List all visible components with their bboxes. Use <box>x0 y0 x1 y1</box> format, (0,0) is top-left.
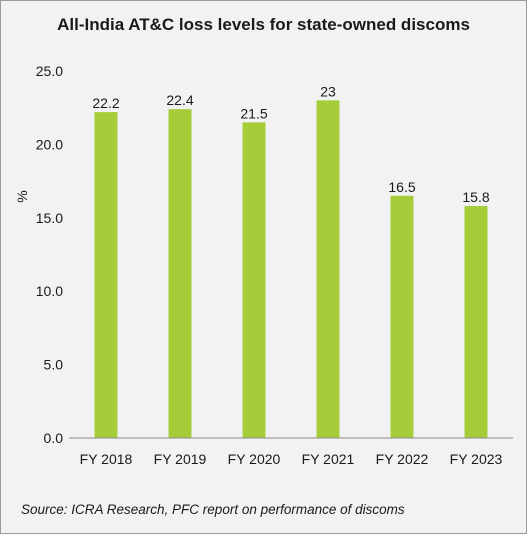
bars <box>94 100 488 439</box>
bar <box>168 109 192 438</box>
data-label: 23 <box>320 83 336 99</box>
y-axis-ticks: 0.0 5.0 10.0 15.0 20.0 25.0 <box>36 63 63 446</box>
y-axis-label: % <box>14 190 30 202</box>
bar <box>242 122 266 438</box>
data-label: 16.5 <box>388 179 415 195</box>
x-tick-label: FY 2023 <box>450 451 503 467</box>
data-label: 22.4 <box>166 92 193 108</box>
data-labels: 22.2 22.4 21.5 23 16.5 15.8 <box>92 83 489 205</box>
y-tick-label: 20.0 <box>36 136 63 152</box>
bar <box>94 112 118 438</box>
x-tick-label: FY 2022 <box>376 451 429 467</box>
x-tick-label: FY 2019 <box>154 451 207 467</box>
y-tick-label: 15.0 <box>36 210 63 226</box>
bar <box>390 195 414 438</box>
data-label: 15.8 <box>462 189 489 205</box>
x-axis-ticks: FY 2018 FY 2019 FY 2020 FY 2021 FY 2022 FY 20… <box>80 451 503 467</box>
y-tick-label: 25.0 <box>36 63 63 79</box>
bar <box>464 206 488 438</box>
x-tick-label: FY 2020 <box>228 451 281 467</box>
x-tick-label: FY 2018 <box>80 451 133 467</box>
x-tick-label: FY 2021 <box>302 451 355 467</box>
y-tick-label: 5.0 <box>44 357 64 373</box>
data-label: 21.5 <box>240 105 267 121</box>
data-label: 22.2 <box>92 95 119 111</box>
y-tick-label: 10.0 <box>36 283 63 299</box>
bar <box>316 100 340 439</box>
y-tick-label: 0.0 <box>44 430 64 446</box>
source-note: Source: ICRA Research, PFC report on per… <box>21 502 405 517</box>
chart-title: All-India AT&C loss levels for state-own… <box>57 15 470 34</box>
